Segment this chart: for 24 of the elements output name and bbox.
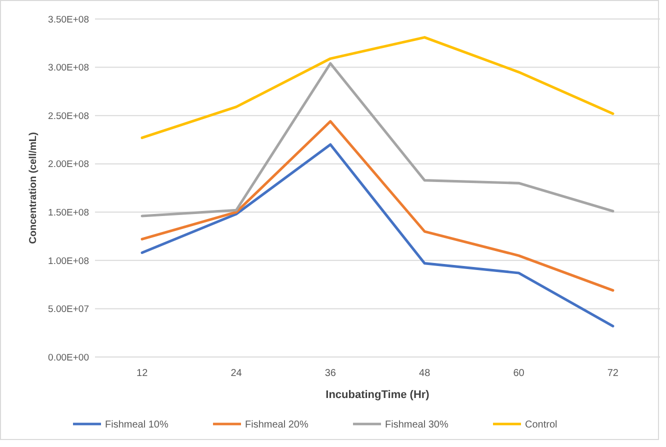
legend-label: Fishmeal 10%	[105, 420, 168, 430]
line-series	[140, 143, 614, 328]
legend-label: Fishmeal 30%	[385, 420, 448, 430]
line-series	[140, 62, 614, 218]
y-tick-label: 5.00E+07	[48, 304, 89, 316]
y-tick-label: 1.00E+08	[48, 256, 89, 267]
y-tick-label: 3.50E+08	[48, 14, 89, 26]
x-tick-label: 72	[607, 368, 619, 379]
y-tick-label: 2.00E+08	[48, 159, 89, 170]
y-axis-title: Concentration (cell/mL)	[28, 132, 39, 244]
y-tick-label: 0.00E+00	[48, 352, 89, 364]
x-tick-label: 60	[513, 368, 525, 379]
x-tick-label: 24	[230, 368, 242, 379]
y-tick-label: 2.50E+08	[48, 110, 89, 122]
legend-label: Fishmeal 20%	[245, 420, 308, 430]
y-tick-label: 3.00E+08	[48, 62, 89, 74]
line-series	[140, 36, 614, 140]
x-tick-label: 36	[324, 368, 336, 379]
x-axis-title: IncubatingTime (Hr)	[326, 389, 430, 401]
y-tick-label: 1.50E+08	[48, 207, 89, 218]
x-tick-label: 48	[419, 368, 431, 379]
legend-label: Control	[525, 420, 558, 430]
x-tick-label: 12	[136, 368, 148, 379]
line-series	[140, 120, 614, 292]
